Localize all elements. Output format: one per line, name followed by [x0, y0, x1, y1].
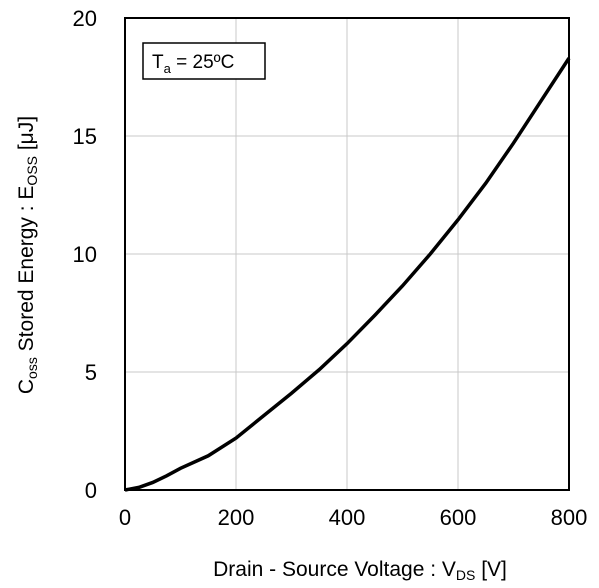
- y-tick-label: 10: [73, 242, 97, 267]
- y-axis-title: Coss Stored Energy : EOSS [μJ]: [15, 116, 40, 394]
- y-tick-label: 0: [85, 478, 97, 503]
- x-tick-label: 800: [551, 505, 588, 530]
- annotation-box: Ta = 25ºC: [142, 42, 266, 80]
- x-tick-label: 400: [329, 505, 366, 530]
- x-tick-label: 600: [440, 505, 477, 530]
- y-tick-labels: 0 5 10 15 20: [73, 6, 97, 503]
- plot-frame: [124, 17, 570, 491]
- x-tick-labels: 0 200 400 600 800: [119, 505, 587, 530]
- grid-lines: [125, 18, 569, 490]
- y-tick-label: 5: [85, 360, 97, 385]
- y-tick-label: 20: [73, 6, 97, 31]
- y-tick-label: 15: [73, 124, 97, 149]
- x-tick-label: 200: [218, 505, 255, 530]
- series-line: [124, 57, 571, 492]
- annotation-label: Ta = 25ºC: [152, 52, 234, 76]
- x-axis-title: Drain - Source Voltage : VDS [V]: [213, 558, 507, 583]
- x-tick-label: 0: [119, 505, 131, 530]
